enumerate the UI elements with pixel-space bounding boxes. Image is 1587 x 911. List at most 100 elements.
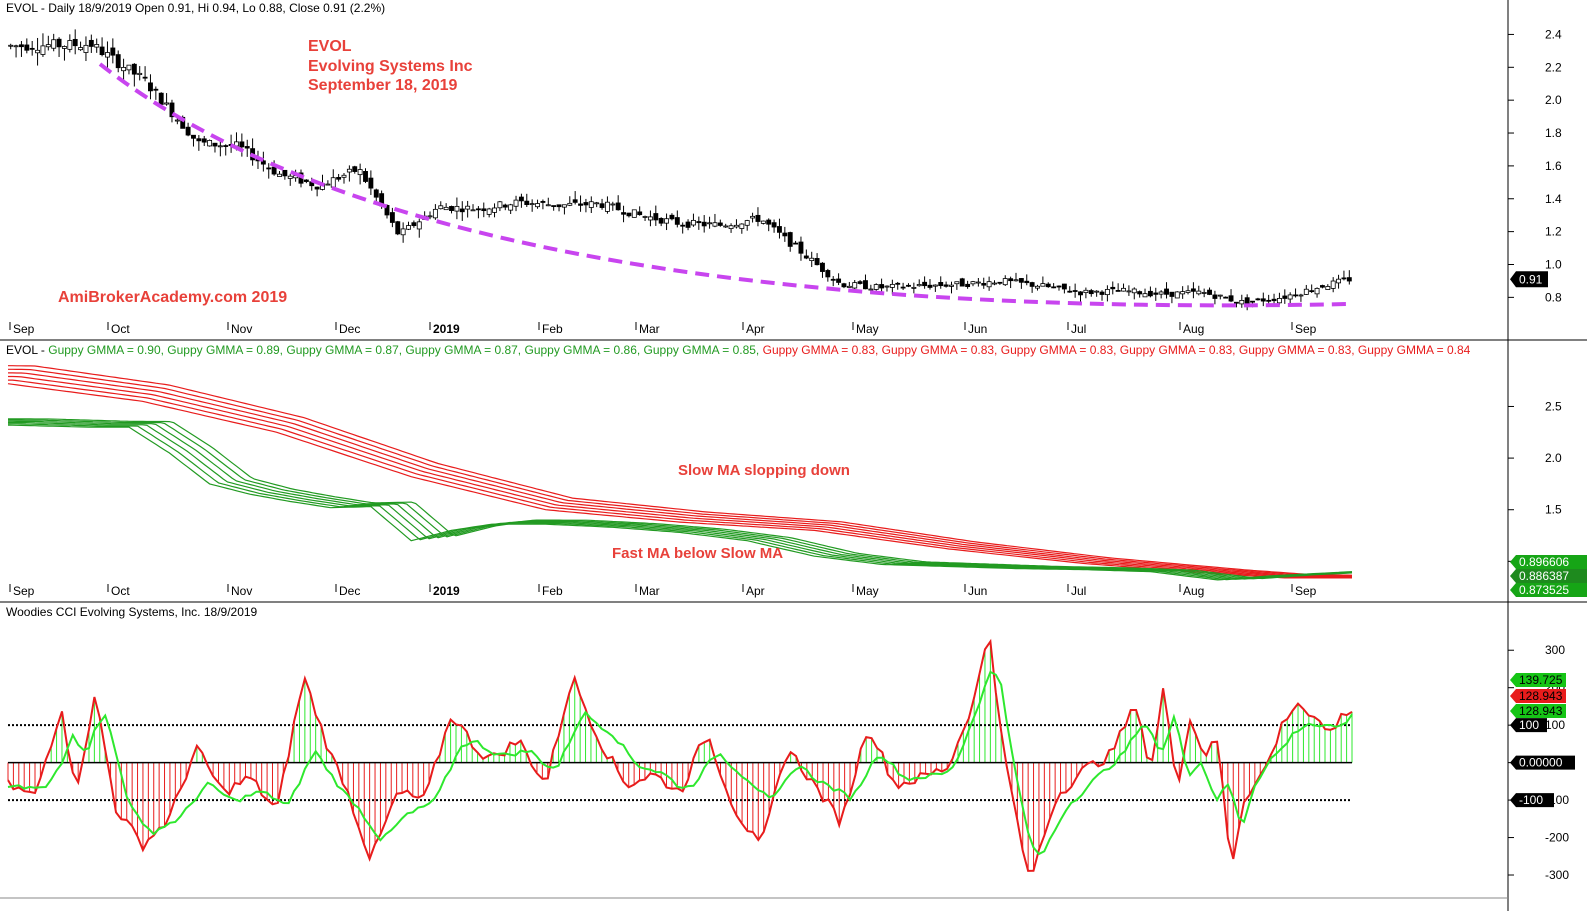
- candle-body: [486, 208, 492, 215]
- month-label: 2019: [433, 584, 460, 598]
- candle-body: [1271, 298, 1277, 302]
- candle-body: [341, 174, 347, 178]
- candle-body: [1223, 296, 1229, 299]
- candle-body: [1266, 299, 1272, 302]
- candle-body: [760, 220, 766, 224]
- gmma-legend-entry: Guppy GMMA = 0.83,: [1239, 343, 1358, 357]
- candle-body: [1035, 285, 1040, 289]
- candle-body: [637, 211, 643, 216]
- candle-body: [1239, 299, 1245, 305]
- gmma-legend-entry: Guppy GMMA = 0.87,: [405, 343, 524, 357]
- candle-body: [932, 284, 938, 287]
- candle-body: [330, 177, 336, 188]
- candle-body: [1185, 290, 1191, 293]
- candle-body: [954, 281, 960, 285]
- candle-body: [363, 171, 368, 182]
- cci-panel: Woodies CCI Evolving Systems, Inc. 18/9/…: [6, 605, 1575, 882]
- candle-body: [244, 146, 250, 149]
- candle-body: [621, 212, 626, 215]
- candle-body: [1346, 277, 1352, 282]
- y-tick-label: 2.2: [1545, 60, 1562, 74]
- candle-body: [529, 203, 535, 206]
- candle-body: [664, 218, 670, 224]
- candle-body: [1104, 289, 1110, 296]
- candle-body: [1336, 278, 1342, 284]
- month-label: Mar: [639, 322, 660, 336]
- candle-body: [1276, 298, 1282, 304]
- candle-body: [836, 278, 842, 283]
- candle-body: [1190, 288, 1196, 292]
- price-header: EVOL - Daily 18/9/2019 Open 0.91, Hi 0.9…: [6, 1, 385, 15]
- candle-body: [825, 270, 831, 278]
- y-tick-label: -200: [1545, 831, 1569, 845]
- gmma-value-label: 0.873525: [1519, 583, 1569, 597]
- candle-body: [1072, 290, 1078, 292]
- month-label: Apr: [746, 322, 765, 336]
- gmma-line: [7, 383, 1352, 579]
- candle-body: [739, 223, 745, 229]
- candle-body: [72, 38, 78, 47]
- candle-body: [1164, 288, 1169, 295]
- y-tick-label: 1.5: [1545, 503, 1562, 517]
- candle-body: [1207, 289, 1212, 295]
- cci-value-label: 128.943: [1519, 689, 1563, 703]
- candle-body: [454, 205, 460, 212]
- candle-body: [1115, 290, 1121, 292]
- candle-body: [846, 285, 852, 288]
- candle-body: [207, 140, 213, 147]
- candle-body: [1088, 290, 1094, 295]
- candle-body: [604, 201, 610, 212]
- cci-value-label: 128.943: [1519, 704, 1563, 718]
- candle-body: [67, 40, 73, 50]
- month-label: Jul: [1071, 322, 1086, 336]
- candle-body: [1061, 283, 1067, 290]
- candle-body: [1250, 300, 1255, 303]
- candle-body: [1099, 291, 1105, 295]
- candle-body: [949, 284, 954, 287]
- candle-body: [1002, 278, 1008, 286]
- candle-body: [282, 169, 288, 177]
- candle-body: [1309, 290, 1315, 293]
- candle-body: [459, 208, 465, 213]
- month-label: Aug: [1183, 584, 1204, 598]
- candle-body: [508, 204, 514, 211]
- candle-body: [1169, 291, 1175, 297]
- price-month-axis: Sep Oct Nov Dec 2019 Feb Mar Apr May Jun Jul Aug Sep: [9, 322, 1317, 336]
- candle-body: [174, 119, 180, 122]
- candle-body: [346, 168, 352, 173]
- candle-body: [873, 284, 879, 290]
- candle-body: [1319, 285, 1325, 288]
- cci-reference-lines: [8, 724, 1352, 802]
- y-tick-label: 2.5: [1545, 399, 1562, 413]
- candle-body: [911, 286, 917, 289]
- month-label: Sep: [1295, 584, 1317, 598]
- candle-body: [669, 214, 675, 220]
- candle-body: [1040, 283, 1046, 287]
- candle-body: [943, 284, 949, 287]
- candle-body: [492, 207, 497, 213]
- cci-ref-label: -100: [1519, 793, 1543, 807]
- candle-body: [443, 206, 449, 211]
- candle-body: [992, 282, 997, 285]
- candle-body: [1078, 291, 1083, 296]
- candle-body: [653, 213, 659, 221]
- candle-body: [389, 212, 395, 223]
- gmma-legend-entry: Guppy GMMA = 0.86,: [524, 343, 643, 357]
- candle-body: [13, 45, 19, 48]
- gmma-line: [8, 372, 1352, 577]
- candle-body: [1153, 292, 1159, 295]
- candle-body: [406, 225, 411, 230]
- month-label: Dec: [339, 322, 360, 336]
- candle-body: [1330, 280, 1336, 289]
- candle-body: [970, 281, 976, 285]
- candle-body: [277, 173, 282, 177]
- month-label: Feb: [542, 584, 563, 598]
- candle-body: [830, 278, 836, 281]
- candle-body: [561, 204, 567, 208]
- gmma-value-label: 0.896606: [1519, 555, 1569, 569]
- candle-body: [793, 242, 799, 245]
- candle-body: [1212, 294, 1218, 299]
- candle-body: [18, 44, 24, 48]
- candle-body: [1228, 295, 1234, 302]
- cci-ref-label: 100: [1519, 718, 1539, 732]
